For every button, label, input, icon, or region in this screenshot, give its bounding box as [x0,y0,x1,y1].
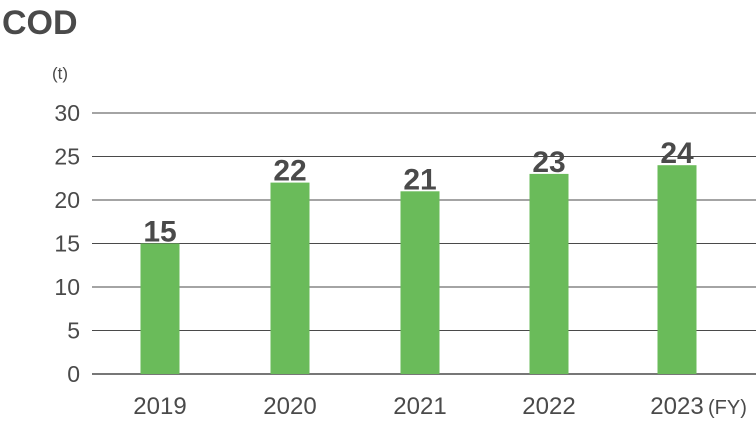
x-axis-tick-labels: 2019 2020 2021 2022 2023 [133,393,703,420]
x-tick-label-2022: 2022 [522,393,575,420]
bar-2020 [270,182,310,374]
y-tick-label: 5 [67,318,80,344]
chart-title: COD [2,4,78,42]
value-label-2023: 24 [660,137,694,170]
y-tick-label: 15 [54,231,80,257]
y-tick-label: 0 [67,361,80,387]
bar-2021 [400,191,440,374]
bar-2019 [140,243,180,374]
bar-2023 [657,165,697,374]
y-tick-label: 20 [54,187,80,213]
value-label-2019: 15 [143,216,176,249]
y-tick-label: 10 [54,274,80,300]
y-axis-unit-label: (t) [52,64,68,83]
value-label-2022: 23 [532,146,565,179]
x-tick-label-2021: 2021 [393,393,446,420]
y-tick-label: 25 [54,144,80,170]
bar-value-labels: 15 22 21 23 24 [143,137,694,248]
x-axis-unit-label: (FY) [708,397,747,419]
bar-2022 [529,173,569,374]
y-axis-tick-labels: 0 5 10 15 20 25 30 [54,100,80,387]
x-tick-label-2019: 2019 [133,393,186,420]
bars [140,165,697,374]
value-label-2021: 21 [403,163,436,196]
y-tick-label: 30 [54,100,80,126]
value-label-2020: 22 [273,155,306,188]
x-tick-label-2023: 2023 [650,393,703,420]
x-tick-label-2020: 2020 [263,393,316,420]
